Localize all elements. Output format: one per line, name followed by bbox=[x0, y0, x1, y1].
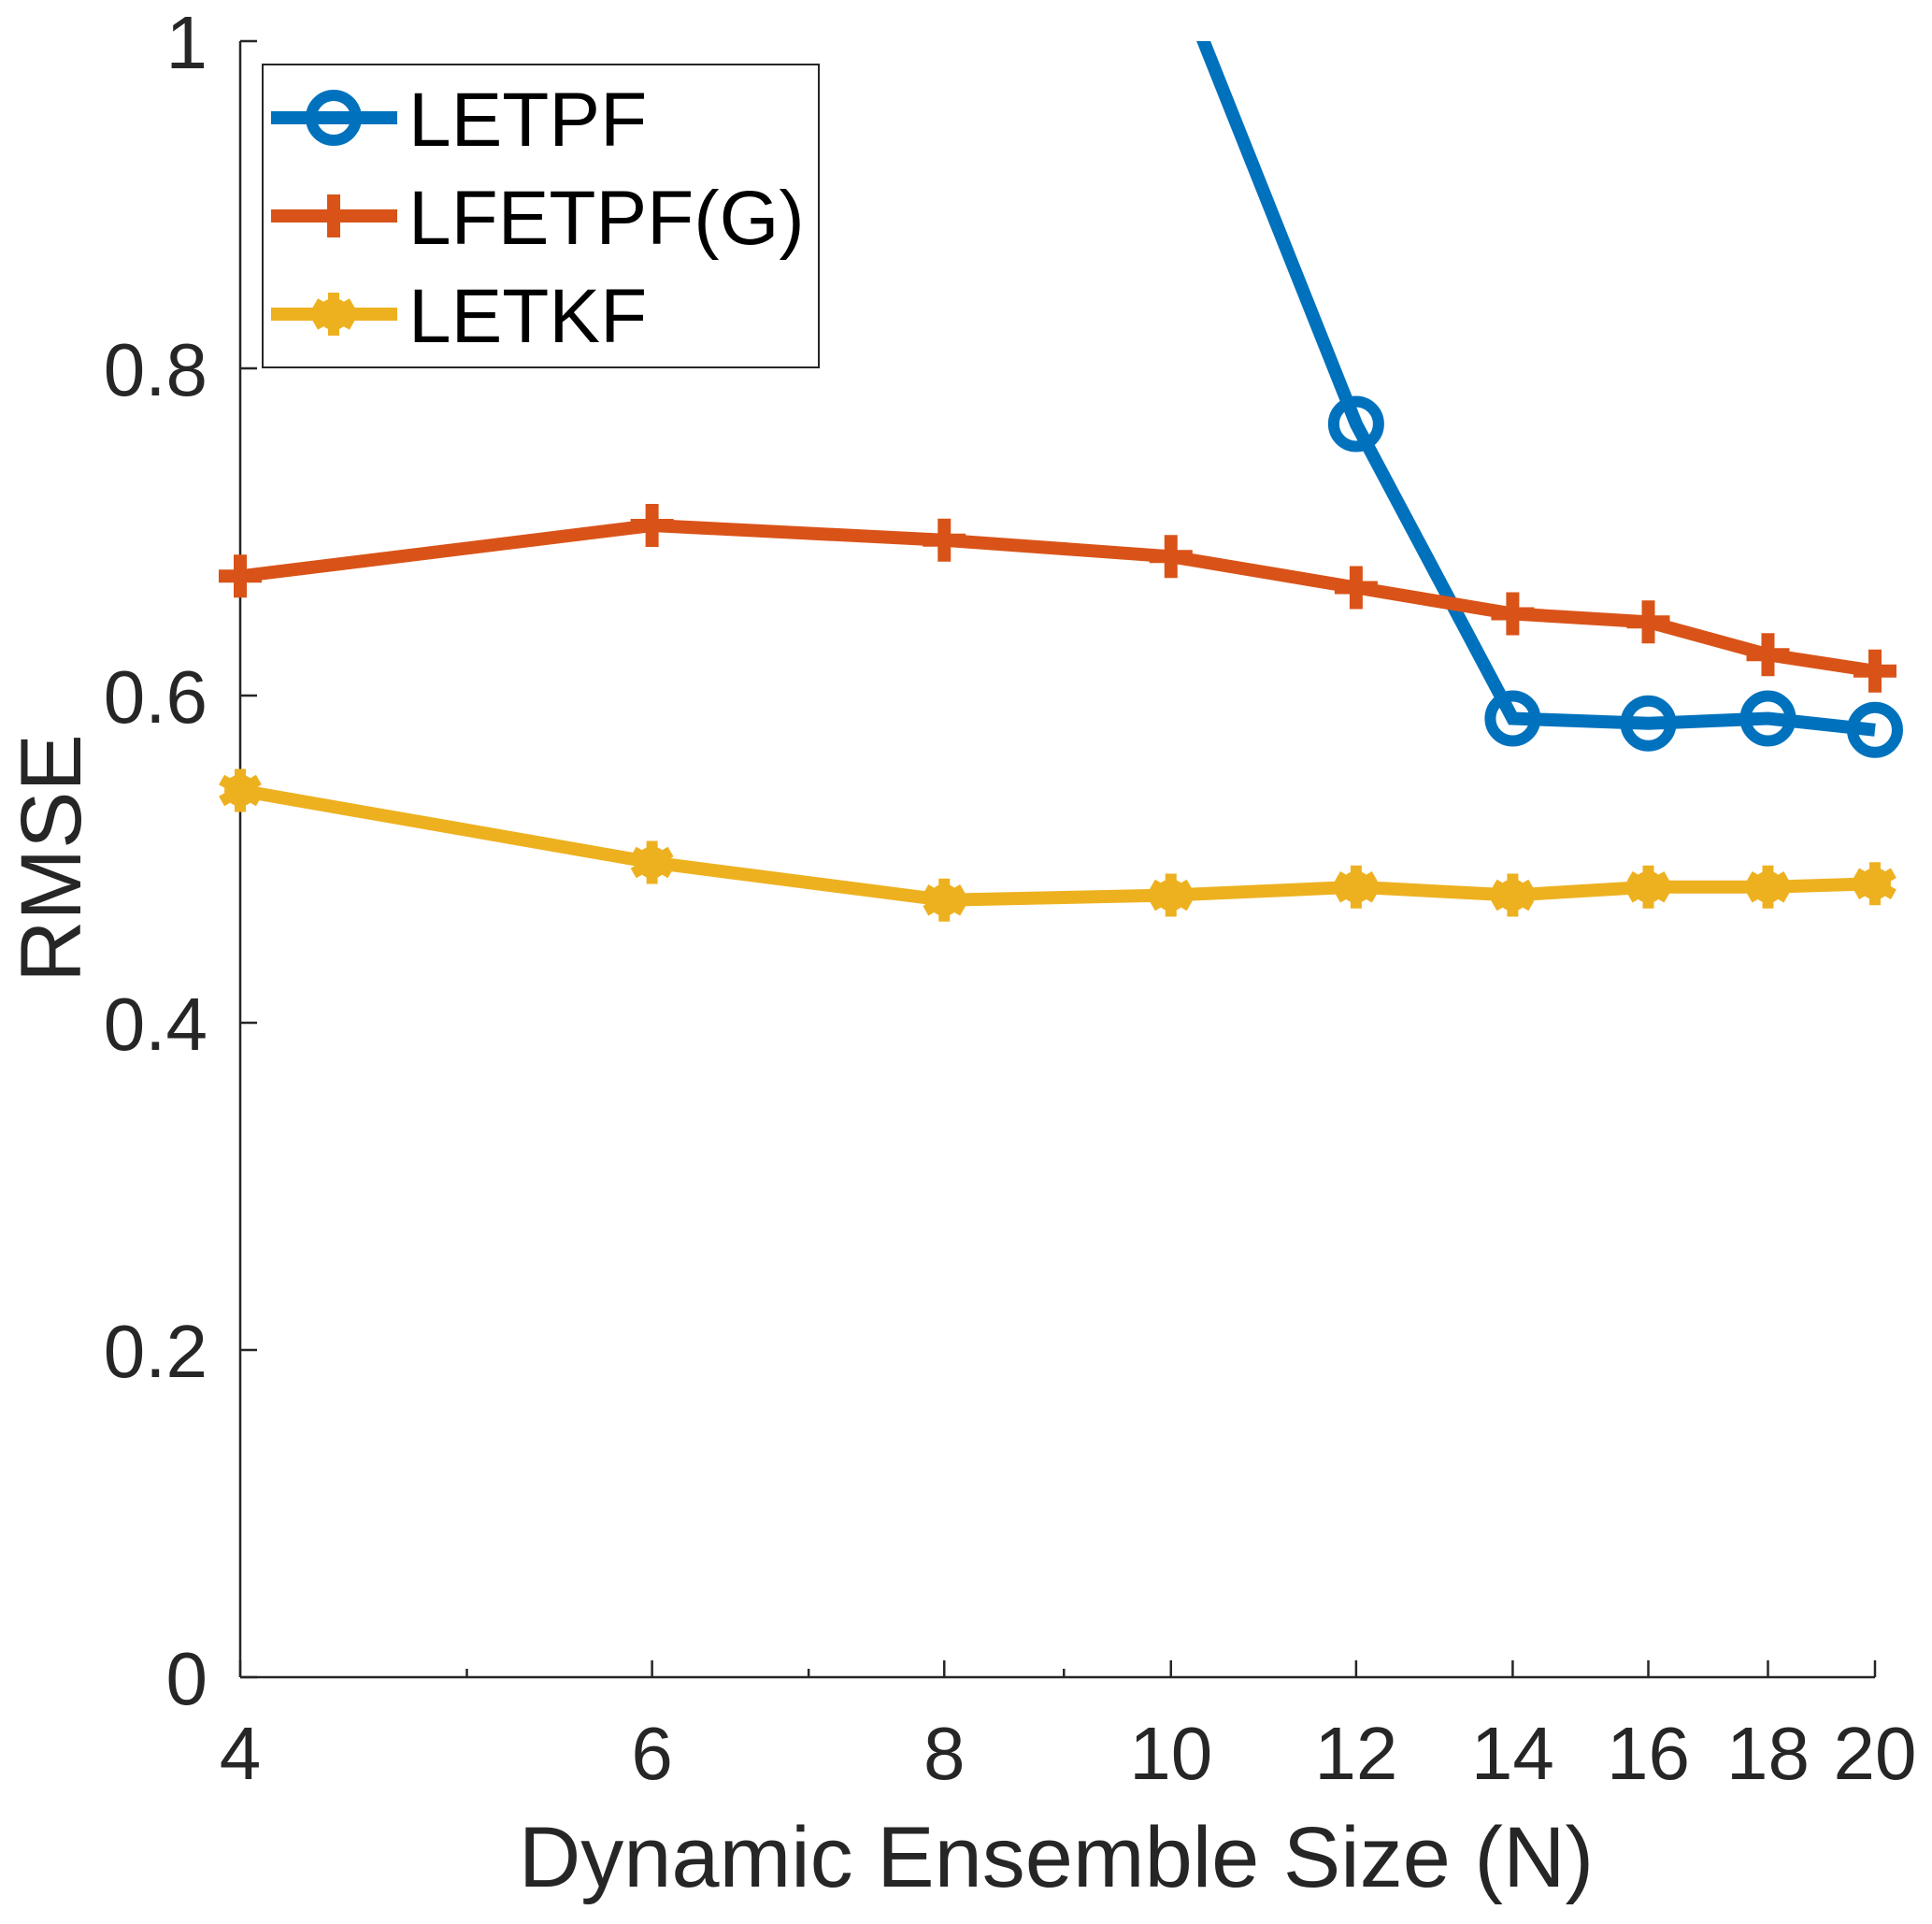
data-point-lfetpf-g bbox=[219, 554, 262, 598]
asterisk-marker-spoke bbox=[1334, 871, 1378, 903]
x-tick-label: 12 bbox=[1314, 1712, 1397, 1795]
data-point-lfetpf-g bbox=[1334, 566, 1378, 610]
data-point-letkf bbox=[1149, 873, 1193, 917]
plus-marker-horizontal bbox=[1853, 664, 1896, 678]
plus-marker-horizontal bbox=[312, 209, 355, 223]
data-point-letpf bbox=[1620, 695, 1677, 752]
data-point-letpf bbox=[1484, 690, 1541, 747]
x-tick-label: 14 bbox=[1471, 1712, 1554, 1795]
asterisk-marker-spoke bbox=[630, 846, 674, 879]
legend-item-letkf: LETKF bbox=[271, 274, 647, 359]
series-letpf bbox=[1196, 41, 1903, 758]
series-lfetpf-g bbox=[219, 504, 1896, 693]
data-point-letkf bbox=[1746, 865, 1790, 909]
plus-marker-horizontal bbox=[923, 533, 966, 547]
y-tick-label: 0.4 bbox=[104, 983, 208, 1066]
asterisk-marker-spoke bbox=[1746, 871, 1790, 903]
y-tick-label: 0.6 bbox=[104, 655, 208, 739]
data-point-letkf bbox=[630, 840, 674, 884]
series-line-letkf bbox=[238, 783, 1876, 907]
plus-marker-horizontal bbox=[1491, 607, 1535, 621]
asterisk-marker-spoke bbox=[1853, 868, 1896, 899]
plus-marker-horizontal bbox=[219, 569, 262, 583]
x-tick-label: 18 bbox=[1726, 1712, 1810, 1795]
legend-label: LFETPF(G) bbox=[408, 176, 805, 261]
legend: LETPF LFETPF(G) LETKF bbox=[262, 64, 820, 368]
x-tick-label: 6 bbox=[631, 1712, 673, 1795]
plus-marker-horizontal bbox=[1149, 550, 1193, 564]
x-tick-label: 16 bbox=[1607, 1712, 1690, 1795]
axes: 4 6 8 10 12 14 16 18 20 0 0.2 0.4 0.6 0.8 1 bbox=[104, 1, 1917, 1795]
data-point-lfetpf-g bbox=[1746, 633, 1790, 677]
x-tick-label: 20 bbox=[1834, 1712, 1917, 1795]
asterisk-marker-spoke bbox=[219, 774, 262, 807]
legend-label: LETPF bbox=[408, 78, 647, 163]
legend-label: LETKF bbox=[408, 274, 647, 359]
series-line-lfetpf-g bbox=[239, 518, 1877, 678]
legend-marker-lfetpf-g-icon bbox=[312, 194, 355, 237]
data-point-lfetpf-g bbox=[1491, 592, 1535, 636]
y-axis-label: RMSE bbox=[4, 734, 99, 983]
legend-marker-letkf-icon bbox=[312, 293, 355, 336]
data-point-letkf bbox=[1334, 865, 1378, 909]
data-point-lfetpf-g bbox=[630, 504, 674, 547]
data-point-lfetpf-g bbox=[1853, 649, 1896, 693]
asterisk-marker-spoke bbox=[923, 884, 966, 916]
data-point-lfetpf-g bbox=[923, 518, 966, 562]
x-tick-label: 8 bbox=[923, 1712, 966, 1795]
data-point-lfetpf-g bbox=[1149, 535, 1193, 579]
plus-marker-horizontal bbox=[1626, 615, 1670, 629]
plus-marker-horizontal bbox=[1334, 581, 1378, 595]
data-point-letpf bbox=[1739, 690, 1796, 747]
asterisk-marker-spoke bbox=[1149, 879, 1193, 912]
data-point-letpf bbox=[1847, 701, 1903, 758]
data-point-lfetpf-g bbox=[1626, 600, 1670, 644]
data-point-letkf bbox=[1491, 873, 1535, 917]
plus-marker-horizontal bbox=[630, 519, 674, 532]
legend-item-lfetpf-g: LFETPF(G) bbox=[271, 176, 805, 261]
asterisk-marker-spoke bbox=[312, 298, 355, 330]
legend-item-letpf: LETPF bbox=[271, 78, 647, 163]
asterisk-marker-spoke bbox=[1626, 871, 1670, 903]
data-point-letpf bbox=[1327, 395, 1384, 452]
data-point-letkf bbox=[1853, 862, 1896, 906]
y-tick-label: 0 bbox=[166, 1637, 208, 1720]
y-tick-label: 0.2 bbox=[104, 1310, 208, 1393]
x-tick-label: 10 bbox=[1129, 1712, 1212, 1795]
data-point-letkf bbox=[1626, 865, 1670, 909]
legend-marker-letpf-icon bbox=[306, 90, 362, 146]
series-letkf bbox=[219, 768, 1896, 922]
plus-marker-horizontal bbox=[1746, 648, 1790, 662]
asterisk-marker-spoke bbox=[1491, 879, 1535, 912]
y-tick-label: 1 bbox=[166, 1, 208, 84]
data-point-letkf bbox=[923, 878, 966, 922]
x-tick-label: 4 bbox=[220, 1712, 262, 1795]
y-tick-label: 0.8 bbox=[104, 328, 208, 411]
x-axis-label: Dynamic Ensemble Size (N) bbox=[519, 1810, 1594, 1905]
series-layer bbox=[219, 41, 1903, 922]
data-point-letkf bbox=[219, 768, 262, 812]
